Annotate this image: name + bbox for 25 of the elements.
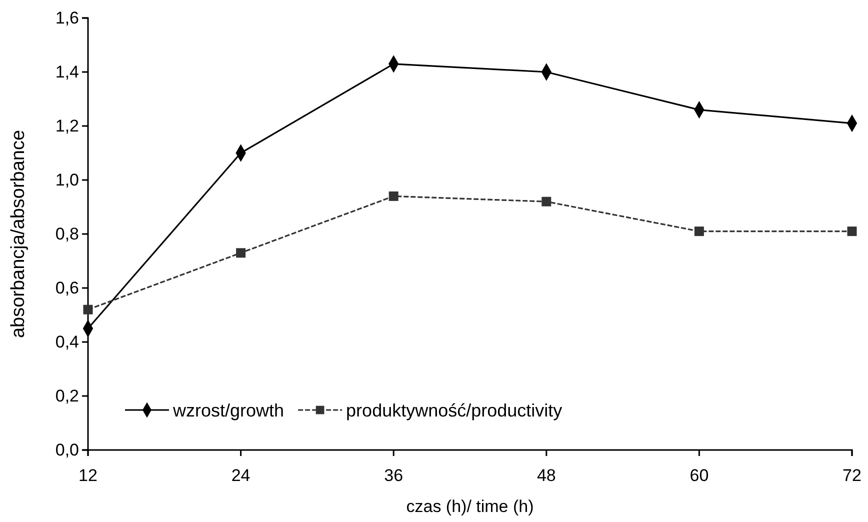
y-tick-label: 1,2 <box>55 116 79 136</box>
point <box>847 226 857 236</box>
legend-label: produktywność/productivity <box>346 400 562 420</box>
y-tick-label: 1,4 <box>55 62 79 82</box>
point <box>694 226 704 236</box>
y-tick-label: 0,6 <box>55 278 79 298</box>
legend-label: wzrost/growth <box>172 400 284 420</box>
y-tick-label: 0,4 <box>55 332 79 352</box>
x-tick-label: 72 <box>842 466 862 486</box>
x-tick-label: 48 <box>536 466 556 486</box>
point <box>236 248 246 258</box>
x-tick-label: 12 <box>78 466 98 486</box>
x-tick-label: 36 <box>384 466 404 486</box>
y-tick-label: 1,0 <box>55 170 79 190</box>
point <box>83 304 93 314</box>
x-tick-label: 24 <box>231 466 250 486</box>
y-tick-label: 0,0 <box>55 440 79 460</box>
y-tick-label: 0,8 <box>55 224 79 244</box>
point <box>542 196 552 206</box>
y-tick-label: 1,6 <box>55 8 79 28</box>
y-axis-title: absorbancja/absorbance <box>8 130 29 338</box>
x-tick-label: 60 <box>690 466 709 486</box>
y-tick-label: 0,2 <box>55 386 79 406</box>
x-axis-title: czas (h)/ time (h) <box>406 497 534 516</box>
point <box>388 191 398 201</box>
